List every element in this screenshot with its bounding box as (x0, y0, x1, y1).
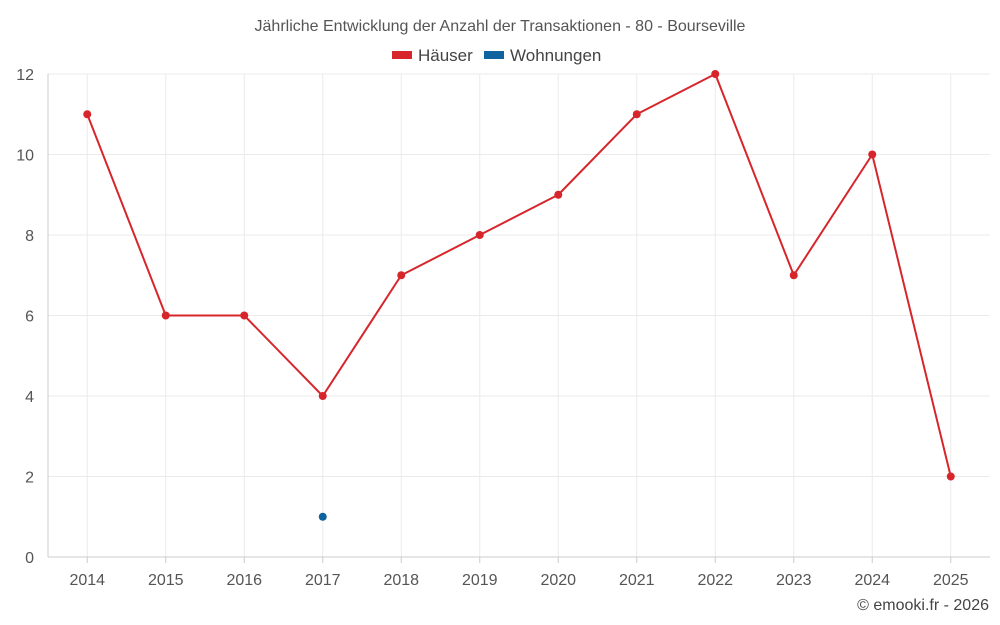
y-tick-label: 2 (25, 470, 34, 487)
y-tick-label: 6 (25, 309, 34, 326)
series-1 (318, 512, 327, 521)
x-tick-label: 2024 (854, 572, 890, 589)
data-point[interactable] (946, 472, 955, 481)
y-tick-label: 10 (16, 148, 34, 165)
x-tick-label: 2017 (305, 572, 341, 589)
data-point[interactable] (475, 231, 484, 239)
legend-item-haeuser[interactable]: Häuser (392, 46, 473, 65)
x-tick-label: 2022 (697, 572, 733, 589)
data-point[interactable] (240, 311, 249, 320)
x-tick-label: 2016 (226, 572, 262, 589)
data-point[interactable] (318, 392, 327, 400)
data-point[interactable] (868, 150, 877, 159)
x-tick-label: 2014 (69, 572, 105, 589)
data-point[interactable] (711, 70, 720, 78)
data-point[interactable] (789, 271, 798, 280)
data-point[interactable] (318, 512, 327, 521)
legend: Häuser Wohnungen (392, 46, 601, 65)
axes: 0 2 4 6 8 10 12 2014 2015 2016 2017 2018 2019 2020 202… (16, 67, 990, 589)
series-line (86, 73, 952, 477)
x-tick-label: 2021 (619, 572, 655, 589)
data-point[interactable] (397, 271, 406, 280)
data-point[interactable] (161, 311, 170, 320)
series (83, 70, 955, 521)
grid (48, 73, 990, 557)
x-tick-label: 2020 (540, 572, 576, 589)
legend-item-wohnungen[interactable]: Wohnungen (484, 46, 601, 65)
data-point[interactable] (83, 110, 92, 119)
x-tick-label: 2025 (933, 572, 969, 589)
data-point[interactable] (554, 190, 563, 199)
y-tick-label: 12 (16, 67, 34, 84)
chart-title: Jährliche Entwicklung der Anzahl der Tra… (255, 18, 746, 35)
x-tick-label: 2019 (462, 572, 498, 589)
legend-swatch-haeuser (392, 51, 412, 59)
x-tick-label: 2018 (383, 572, 419, 589)
x-tick-label: 2015 (148, 572, 184, 589)
legend-label-haeuser: Häuser (418, 46, 473, 65)
y-tick-label: 0 (25, 550, 34, 567)
legend-swatch-wohnungen (484, 51, 504, 59)
data-point[interactable] (632, 110, 641, 119)
series-0 (83, 70, 955, 481)
y-tick-label: 8 (25, 228, 34, 245)
legend-label-wohnungen: Wohnungen (510, 46, 601, 65)
x-tick-label: 2023 (776, 572, 812, 589)
y-tick-label: 4 (25, 389, 34, 406)
credit-text: © emooki.fr - 2026 (857, 597, 989, 614)
